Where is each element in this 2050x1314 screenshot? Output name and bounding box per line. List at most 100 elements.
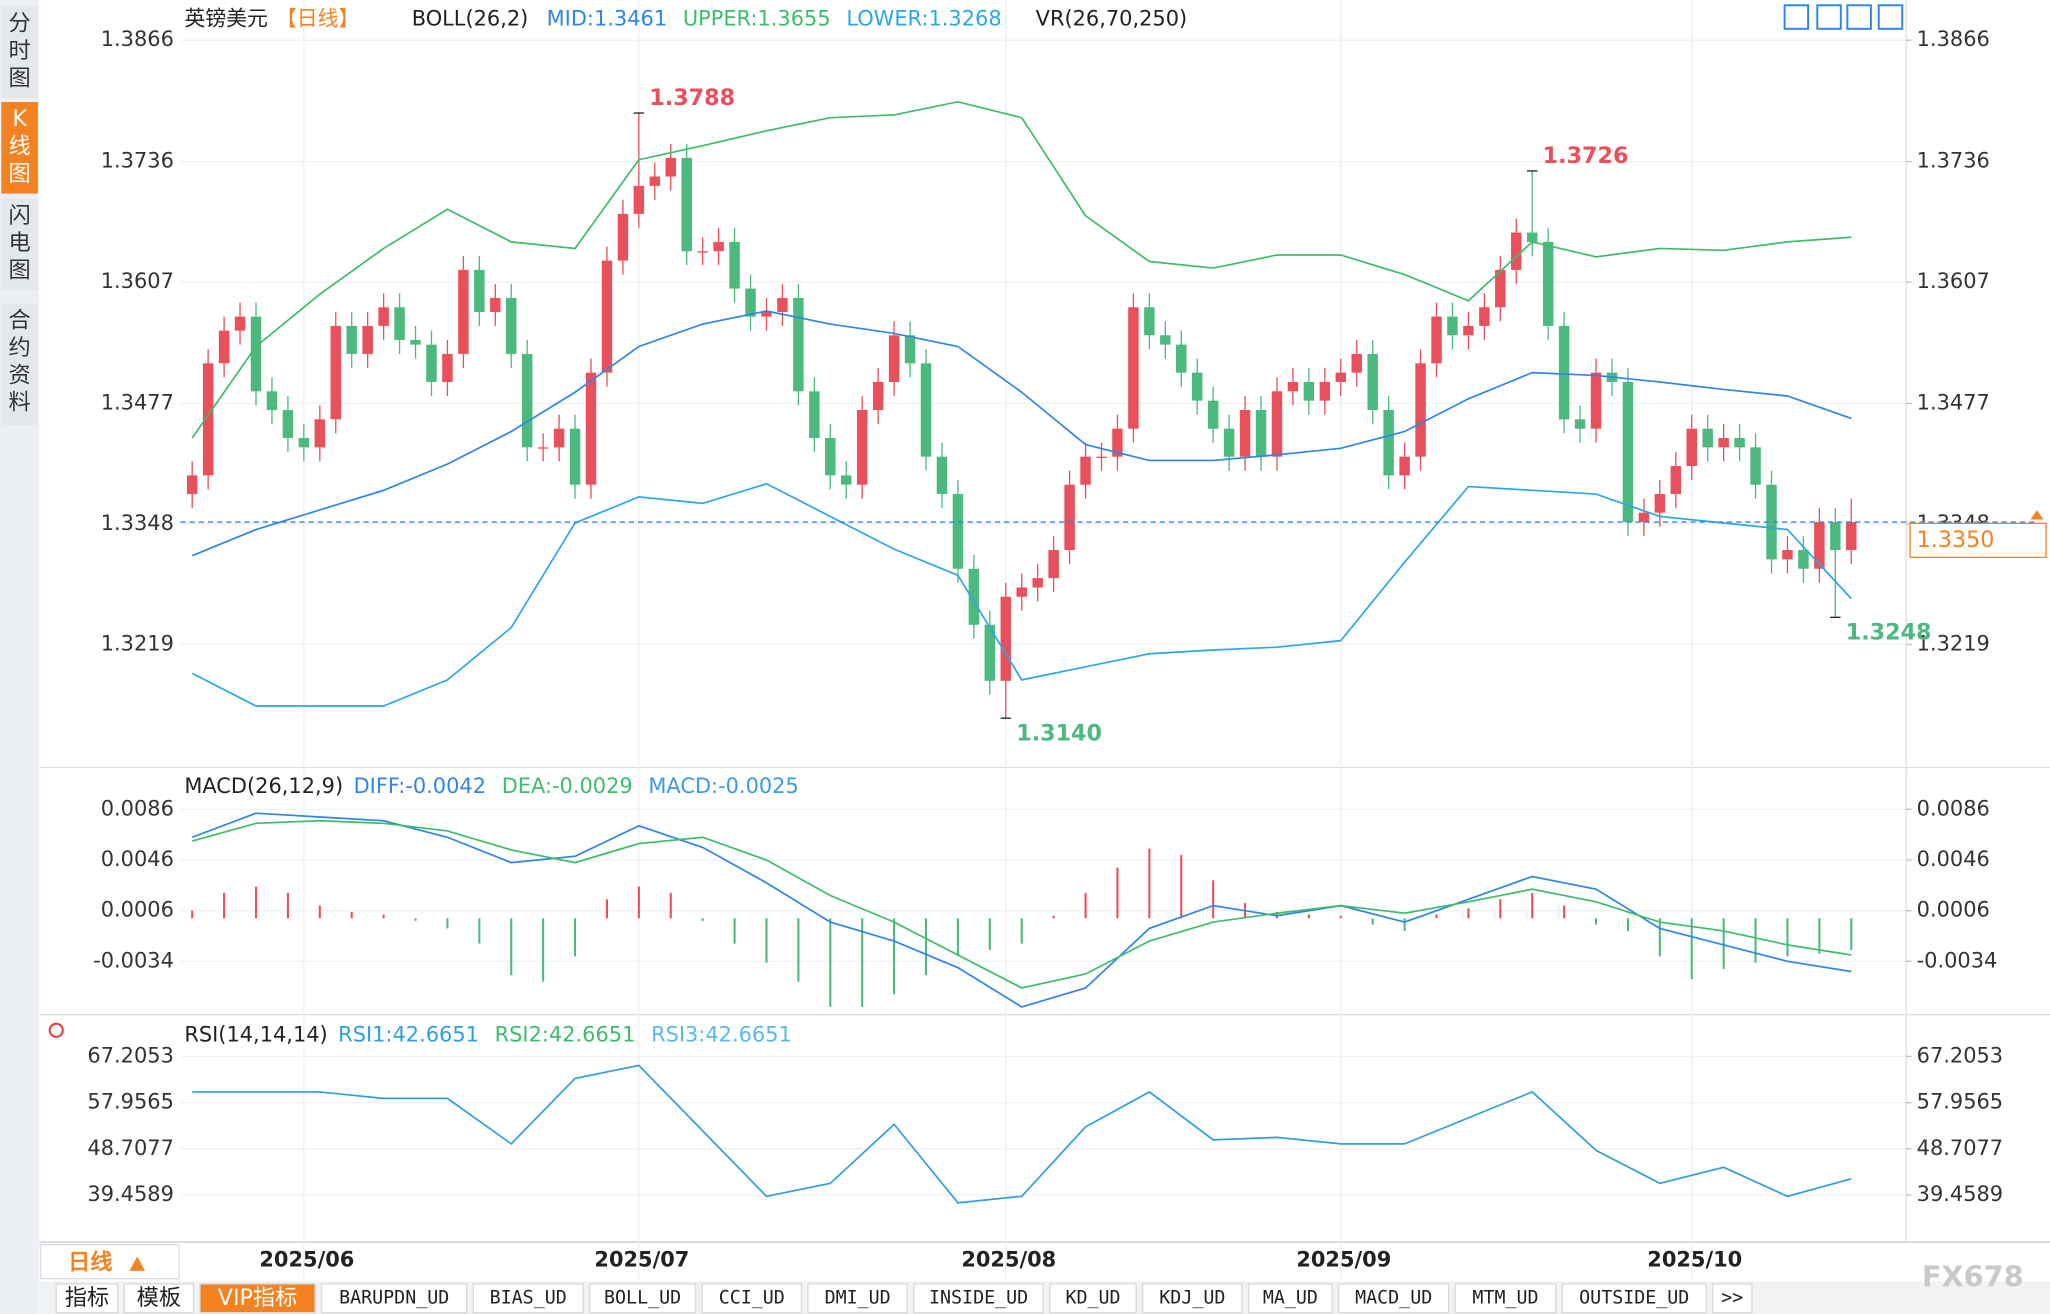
toolbar-tab[interactable]	[701, 1283, 803, 1314]
candle-body	[1526, 232, 1538, 242]
candle-body	[474, 269, 485, 312]
toolbar-tab[interactable]	[1712, 1283, 1753, 1314]
toolbar-label[interactable]: BIAS_UD	[490, 1287, 567, 1308]
toolbar-label[interactable]: CCI_UD	[719, 1287, 785, 1308]
period-label[interactable]: 日线	[68, 1248, 112, 1275]
candle-body	[1638, 512, 1650, 523]
candle-body	[1096, 456, 1107, 458]
extreme-label: 1.3140	[1016, 720, 1102, 746]
sidebar-label[interactable]: K 线图	[9, 106, 31, 187]
legend-entry: 英镑美元	[184, 7, 268, 31]
candle-body	[856, 409, 868, 485]
toolbar-tab[interactable]	[1049, 1283, 1137, 1314]
x-tick-label: 2025/10	[1647, 1247, 1742, 1271]
candle-body	[330, 325, 341, 420]
toolbar-label[interactable]: VIP指标	[218, 1285, 298, 1311]
y-tick-label-right: 48.7077	[1917, 1136, 2003, 1160]
candle-body	[202, 363, 214, 476]
toolbar-label[interactable]: KDJ_UD	[1159, 1287, 1225, 1308]
toolbar-label[interactable]: OUTSIDE_UD	[1579, 1287, 1689, 1308]
sidebar-label[interactable]: 合约资料	[9, 307, 31, 415]
legend-entry: DEA:-0.0029	[502, 774, 633, 798]
y-tick-label: 0.0046	[101, 847, 174, 871]
y-tick-label: 1.3866	[101, 27, 174, 51]
candle-body	[793, 297, 804, 392]
toolbar-label[interactable]: 模板	[137, 1285, 181, 1311]
y-tick-label: 48.7077	[87, 1136, 173, 1160]
candle-body	[1415, 363, 1426, 457]
toolbar-tab[interactable]	[320, 1283, 468, 1314]
candle-body	[1495, 269, 1506, 308]
candle-body	[1463, 325, 1474, 336]
candle-body	[1303, 381, 1315, 401]
toolbar-tab[interactable]	[55, 1283, 119, 1314]
toolbar-tab[interactable]	[913, 1283, 1044, 1314]
y-tick-label-right: 1.3736	[1917, 149, 1990, 173]
y-tick-label-right: 1.3219	[1917, 631, 1990, 655]
toolbar-label[interactable]: BARUPDN_UD	[339, 1287, 449, 1308]
icon-button[interactable]	[1816, 4, 1842, 30]
indicator-line	[191, 482, 1852, 707]
toolbar-tab[interactable]	[1247, 1283, 1333, 1314]
candle-body	[521, 353, 533, 448]
sidebar-tab[interactable]	[1, 6, 38, 99]
toolbar-icons[interactable]	[1783, 4, 1904, 30]
icon-button[interactable]	[1846, 4, 1872, 30]
toolbar-tab[interactable]	[1561, 1283, 1707, 1314]
candle-body	[872, 381, 884, 410]
sidebar-tab[interactable]	[1, 303, 38, 425]
legend-entry: DIFF:-0.0042	[354, 774, 486, 798]
candle-body	[250, 316, 262, 392]
candle-body	[298, 438, 310, 448]
toolbar-label[interactable]: BOLL_UD	[604, 1287, 681, 1308]
toolbar-label[interactable]: MA_UD	[1263, 1287, 1318, 1308]
candle-body	[1654, 494, 1666, 513]
toolbar-tab[interactable]	[1338, 1283, 1450, 1314]
settings-icon[interactable]	[48, 1022, 64, 1038]
toolbar-tab[interactable]	[199, 1283, 316, 1314]
icon-button[interactable]	[1783, 4, 1810, 30]
toolbar-tab[interactable]	[1142, 1283, 1243, 1314]
candle-body	[665, 157, 677, 177]
y-tick-label: 1.3219	[101, 631, 174, 655]
sidebar-tab[interactable]	[1, 102, 38, 194]
candle-body	[1191, 372, 1203, 401]
icon-button[interactable]	[1877, 4, 1904, 30]
sidebar-tab[interactable]	[1, 198, 38, 291]
indicator-line	[191, 100, 1852, 439]
candle-body	[952, 494, 964, 569]
y-tick-label: 67.2053	[87, 1043, 173, 1067]
toolbar-tab[interactable]	[807, 1283, 908, 1314]
candle-body	[1080, 456, 1091, 485]
candle-body	[426, 344, 437, 382]
candle-body	[1144, 307, 1155, 336]
candle-body	[1590, 372, 1602, 429]
dropdown-arrow	[129, 1256, 146, 1271]
toolbar-label[interactable]: 指标	[65, 1285, 109, 1311]
sidebar-label[interactable]: 闪电图	[9, 202, 31, 283]
toolbar-tab[interactable]	[588, 1283, 697, 1314]
y-tick-label-right: 0.0046	[1917, 847, 1990, 871]
candle-body	[1702, 428, 1713, 448]
legend-entry: RSI3:42.6651	[651, 1022, 792, 1046]
candle-body	[378, 307, 389, 326]
candle-body	[1176, 344, 1187, 373]
sidebar-label[interactable]: 分时图	[9, 10, 31, 91]
candle-body	[745, 288, 756, 317]
toolbar-tab[interactable]	[472, 1283, 584, 1314]
legend-entry: LOWER:1.3268	[846, 7, 1001, 31]
candle-body	[1511, 232, 1522, 270]
period-button[interactable]	[39, 1244, 180, 1280]
candle-body	[458, 269, 469, 354]
toolbar-label[interactable]: MACD_UD	[1355, 1287, 1432, 1308]
y-tick-label: 1.3477	[101, 390, 174, 414]
toolbar-tab[interactable]	[1454, 1283, 1557, 1314]
y-tick-label-right: 39.4589	[1917, 1182, 2003, 1206]
toolbar-label[interactable]: INSIDE_UD	[929, 1287, 1028, 1308]
toolbar-label[interactable]: >>	[1721, 1287, 1743, 1308]
toolbar-label[interactable]: MTM_UD	[1472, 1287, 1538, 1308]
toolbar-label[interactable]: DMI_UD	[825, 1287, 891, 1308]
toolbar-tab[interactable]	[123, 1283, 195, 1314]
toolbar-label[interactable]: KD_UD	[1065, 1287, 1120, 1308]
